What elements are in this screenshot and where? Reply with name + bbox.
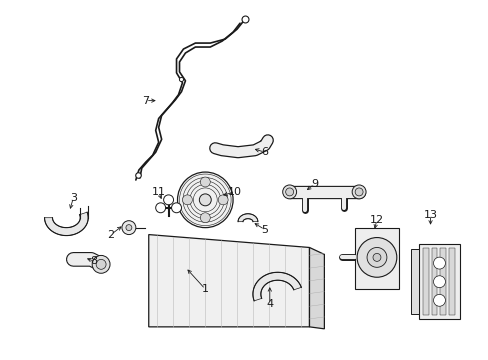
Bar bbox=[448, 248, 454, 315]
Circle shape bbox=[351, 185, 366, 199]
Circle shape bbox=[218, 195, 228, 205]
Polygon shape bbox=[44, 212, 88, 235]
Circle shape bbox=[92, 255, 110, 273]
Bar bbox=[410, 249, 418, 314]
Circle shape bbox=[366, 247, 386, 267]
Circle shape bbox=[171, 203, 181, 213]
Text: 8: 8 bbox=[90, 256, 98, 266]
Text: 10: 10 bbox=[227, 187, 242, 197]
Bar bbox=[354, 228, 398, 289]
Text: 11: 11 bbox=[151, 187, 165, 197]
Text: 6: 6 bbox=[261, 147, 268, 157]
Circle shape bbox=[372, 253, 380, 261]
Text: 12: 12 bbox=[369, 215, 383, 225]
Circle shape bbox=[96, 260, 106, 269]
Circle shape bbox=[182, 195, 192, 205]
Circle shape bbox=[177, 172, 233, 228]
Circle shape bbox=[433, 294, 445, 306]
Circle shape bbox=[433, 257, 445, 269]
Circle shape bbox=[433, 276, 445, 288]
Bar bbox=[440, 248, 446, 315]
Circle shape bbox=[155, 203, 165, 213]
Circle shape bbox=[354, 188, 362, 196]
Text: 5: 5 bbox=[261, 225, 268, 235]
Bar bbox=[422, 248, 427, 315]
Bar bbox=[418, 244, 459, 319]
Circle shape bbox=[122, 221, 136, 235]
Polygon shape bbox=[148, 235, 309, 327]
Circle shape bbox=[200, 213, 210, 223]
Circle shape bbox=[200, 177, 210, 187]
Text: 2: 2 bbox=[107, 230, 114, 239]
Polygon shape bbox=[309, 247, 324, 329]
Circle shape bbox=[285, 188, 293, 196]
Text: 1: 1 bbox=[202, 284, 208, 294]
Polygon shape bbox=[238, 214, 257, 222]
Text: 13: 13 bbox=[423, 210, 437, 220]
Circle shape bbox=[126, 225, 132, 231]
Circle shape bbox=[356, 238, 396, 277]
Polygon shape bbox=[252, 272, 301, 301]
Text: 9: 9 bbox=[310, 179, 317, 189]
Text: 4: 4 bbox=[265, 299, 273, 309]
Circle shape bbox=[282, 185, 296, 199]
Text: 7: 7 bbox=[142, 96, 149, 105]
Circle shape bbox=[199, 194, 211, 206]
Circle shape bbox=[163, 195, 173, 205]
Text: 3: 3 bbox=[70, 193, 77, 203]
Bar bbox=[431, 248, 437, 315]
